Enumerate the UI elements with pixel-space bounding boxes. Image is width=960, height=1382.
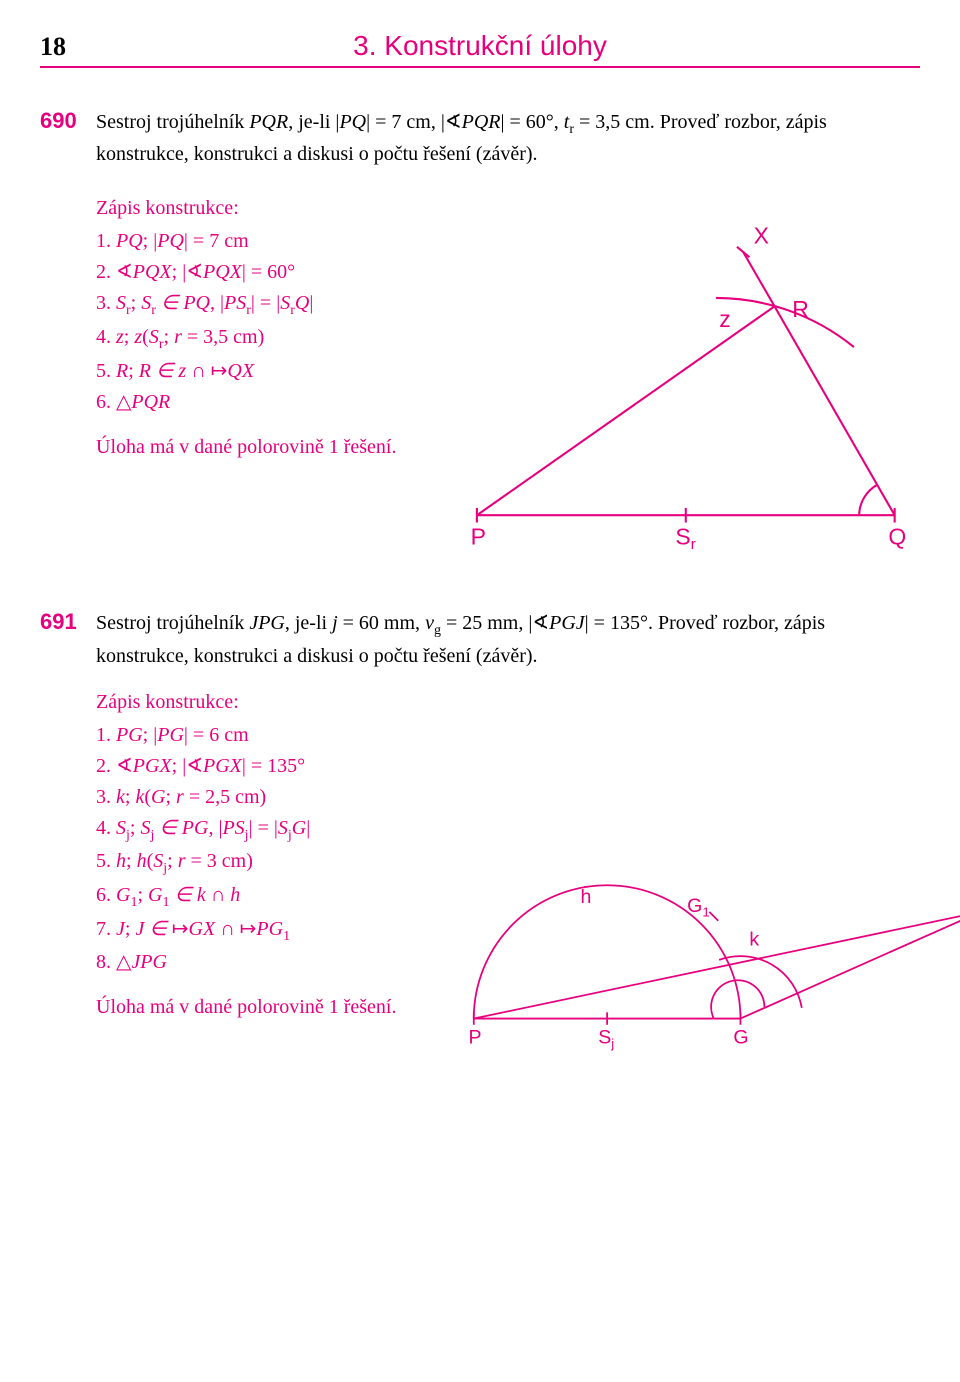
problem-number: 690 xyxy=(40,108,82,169)
step: 3. Sr; Sr ∈ PQ, |PSr| = |SrQ| xyxy=(96,288,426,322)
step: 1. PQ; |PQ| = 7 cm xyxy=(96,226,426,257)
step: 2. ∢PGX; |∢PGX| = 135° xyxy=(96,751,426,782)
svg-text:X: X xyxy=(754,223,769,249)
construction-steps: 1. PQ; |PQ| = 7 cm 2. ∢PQX; |∢PQX| = 60°… xyxy=(96,226,426,417)
svg-text:Sr: Sr xyxy=(675,524,696,550)
problem-691: 691 Sestroj trojúhelník JPG, je-li j = 6… xyxy=(40,609,920,1067)
svg-text:h: h xyxy=(580,886,591,908)
step: 5. h; h(Sj; r = 3 cm) xyxy=(96,846,426,880)
step: 2. ∢PQX; |∢PQX| = 60° xyxy=(96,257,426,288)
svg-text:Sj: Sj xyxy=(598,1026,614,1050)
problem-statement: Sestroj trojúhelník JPG, je-li j = 60 mm… xyxy=(96,609,920,670)
svg-text:Q: Q xyxy=(888,524,906,550)
problem-statement: Sestroj trojúhelník PQR, je-li |PQ| = 7 … xyxy=(96,108,920,169)
svg-text:P: P xyxy=(471,524,486,550)
chapter-title: 3. Konstrukční úlohy xyxy=(100,30,860,62)
svg-text:G1: G1 xyxy=(687,894,710,918)
step: 5. R; R ∈ z ∩ ↦QX xyxy=(96,356,426,387)
problem-number: 691 xyxy=(40,609,82,670)
step: 3. k; k(G; r = 2,5 cm) xyxy=(96,782,426,813)
step: 6. G1; G1 ∈ k ∩ h xyxy=(96,880,426,914)
svg-text:G: G xyxy=(733,1026,748,1048)
page-header: 18 3. Konstrukční úlohy xyxy=(40,30,920,62)
step: 6. △PQR xyxy=(96,387,426,418)
section-label: Zápis konstrukce: xyxy=(96,691,920,714)
svg-text:P: P xyxy=(468,1026,481,1048)
construction-steps: 1. PG; |PG| = 6 cm 2. ∢PGX; |∢PGX| = 135… xyxy=(96,720,426,979)
svg-text:R: R xyxy=(792,296,809,322)
section-label: Zápis konstrukce: xyxy=(96,197,426,220)
problem-690: 690 Sestroj trojúhelník PQR, je-li |PQ| … xyxy=(40,108,920,549)
step: 7. J; J ∈ ↦GX ∩ ↦PG1 xyxy=(96,914,426,948)
conclusion: Úloha má v dané polorovině 1 řešení. xyxy=(96,436,426,459)
step: 8. △JPG xyxy=(96,947,426,978)
conclusion: Úloha má v dané polorovině 1 řešení. xyxy=(96,996,426,1019)
header-rule xyxy=(40,66,920,68)
diagram-690: P Sr Q R X z xyxy=(456,189,926,549)
diagram-691: P Sj G G1 k h J X xyxy=(456,738,960,1068)
svg-text:z: z xyxy=(719,307,730,333)
step: 1. PG; |PG| = 6 cm xyxy=(96,720,426,751)
step: 4. z; z(Sr; r = 3,5 cm) xyxy=(96,322,426,356)
page-number: 18 xyxy=(40,32,100,62)
svg-text:k: k xyxy=(749,928,759,950)
step: 4. Sj; Sj ∈ PG, |PSj| = |SjG| xyxy=(96,813,426,847)
